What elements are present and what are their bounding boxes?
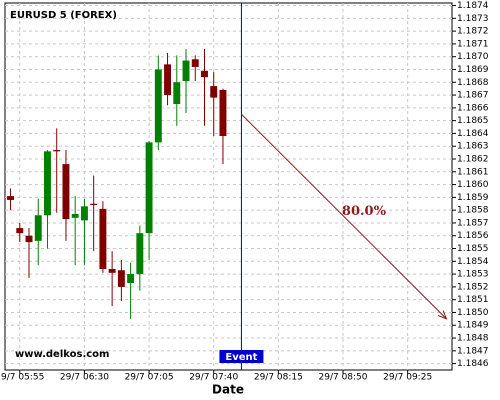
y-tick-label: 1.1857 <box>457 218 489 228</box>
candle-body <box>34 215 42 241</box>
candle-body <box>99 208 107 269</box>
candle-body <box>154 69 162 143</box>
y-tick-label: 1.1854 <box>457 257 489 267</box>
y-tick-label: 1.1846 <box>457 359 489 369</box>
x-axis-label: Date <box>212 383 244 397</box>
y-tick-label: 1.1855 <box>457 244 489 254</box>
candle-body <box>117 270 125 287</box>
y-tick-label: 1.1856 <box>457 231 489 241</box>
y-tick-label: 1.1860 <box>457 180 489 190</box>
candle-body <box>90 203 98 206</box>
x-tick-label: 29/7 07:05 <box>125 373 174 383</box>
y-tick-label: 1.1850 <box>457 308 489 318</box>
candle-body <box>127 274 135 284</box>
y-tick-label: 1.1863 <box>457 142 489 152</box>
y-tick-label: 1.1852 <box>457 282 489 292</box>
forecast-label: 80.0% <box>342 204 387 219</box>
watermark: www.delkos.com <box>15 349 109 360</box>
grid <box>5 3 452 370</box>
y-tick-label: 1.1847 <box>457 346 489 356</box>
candle-body <box>53 150 61 152</box>
y-tick-label: 1.1873 <box>457 14 489 24</box>
candle-body <box>182 60 190 82</box>
candle-body <box>108 268 116 273</box>
candle-body <box>219 89 227 136</box>
x-tick-label: 29/7 08:50 <box>319 373 368 383</box>
y-tick-label: 1.1864 <box>457 129 489 139</box>
candle-body <box>71 213 79 218</box>
candle-body <box>191 59 199 67</box>
y-tick-label: 1.1866 <box>457 103 489 113</box>
candle-body <box>136 233 144 275</box>
arrow-head <box>437 310 448 320</box>
y-tick-label: 1.1848 <box>457 334 489 344</box>
y-tick-label: 1.1874 <box>457 1 489 11</box>
candle-body <box>145 142 153 234</box>
y-tick-label: 1.1859 <box>457 193 489 203</box>
candle-body <box>62 164 70 220</box>
y-tick-label: 1.1871 <box>457 39 489 49</box>
y-tick-label: 1.1849 <box>457 321 489 331</box>
x-tick-label: 29/7 06:30 <box>60 373 109 383</box>
y-tick-label: 1.1861 <box>457 167 489 177</box>
chart-title: EURUSD 5 (FOREX) <box>10 10 117 21</box>
marks <box>7 49 227 319</box>
y-tick-label: 1.1872 <box>457 27 489 37</box>
event-box <box>219 350 264 363</box>
candle-body <box>16 228 24 234</box>
y-tick-label: 1.1867 <box>457 91 489 101</box>
y-tick-label: 1.1862 <box>457 155 489 165</box>
candle-body <box>210 86 218 98</box>
candle-body <box>173 82 181 105</box>
x-tick-label: 29/7 05:55 <box>0 373 44 383</box>
candle-body <box>80 206 88 221</box>
candle-body <box>44 151 51 216</box>
y-tick-label: 1.1853 <box>457 270 489 280</box>
y-tick-label: 1.1858 <box>457 206 489 216</box>
x-tick-label: 29/7 09:25 <box>383 373 432 383</box>
x-tick-label: 29/7 07:40 <box>189 373 238 383</box>
candle-body <box>164 64 172 96</box>
y-tick-label: 1.1865 <box>457 116 489 126</box>
y-tick-label: 1.1851 <box>457 295 489 305</box>
plot-frame <box>4 2 453 371</box>
candle-body <box>201 70 208 78</box>
y-tick-label: 1.1869 <box>457 65 489 75</box>
x-tick-label: 29/7 08:15 <box>254 373 303 383</box>
y-tick-label: 1.1870 <box>457 52 489 62</box>
y-tick-label: 1.1868 <box>457 78 489 88</box>
candle-body <box>7 196 15 200</box>
event-label: Event <box>225 352 257 363</box>
forecast-arrow <box>241 113 447 320</box>
candle-body <box>25 235 33 243</box>
